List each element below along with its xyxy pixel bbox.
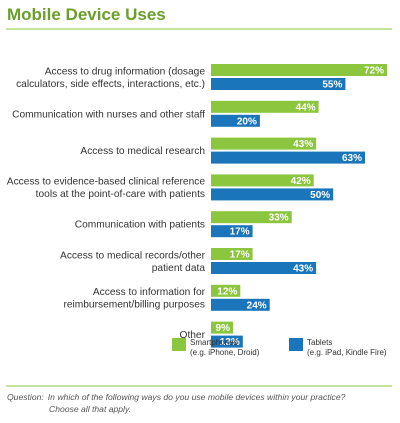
value-label-tablets: 17% xyxy=(230,227,250,238)
survey-question: Question: In which of the following ways … xyxy=(7,391,387,415)
value-label-tablets: 24% xyxy=(247,300,267,311)
bar-tablets xyxy=(211,78,346,90)
category-label-line: tools at the point-of-care with patients xyxy=(36,189,205,200)
legend-detail-smartphones: (e.g. iPhone, Droid) xyxy=(190,348,260,357)
bar-smartphones xyxy=(211,211,292,224)
category-label-line: Communication with nurses and other staf… xyxy=(12,109,205,120)
bar-tablets xyxy=(211,151,365,164)
bar-tablets xyxy=(211,188,334,201)
bar-tablets xyxy=(211,335,243,348)
legend-label-smartphones: Smartphones xyxy=(190,338,238,347)
value-label-tablets: 63% xyxy=(342,153,362,164)
bar-tablets xyxy=(211,298,270,311)
category-label-line: Access to medical records/other xyxy=(60,250,206,261)
bar-smartphones xyxy=(211,137,317,150)
bars-group: Access to drug information (dosage calcul… xyxy=(7,64,387,348)
value-label-tablets: 55% xyxy=(322,80,342,91)
value-label-smartphones: 42% xyxy=(291,176,311,187)
bar-tablets xyxy=(211,114,260,127)
category-label: Access to drug information (dosage calcul… xyxy=(16,66,205,90)
value-label-smartphones: 43% xyxy=(293,139,313,150)
legend-swatch-tablets xyxy=(289,338,303,351)
category-label: Access to evidence-based clinical refere… xyxy=(7,177,206,201)
category-label-line: calculators, side effects, interactions,… xyxy=(16,79,205,90)
category-label: Access to information for reimbursement/b… xyxy=(63,287,205,311)
question-text: In which of the following ways do you us… xyxy=(47,392,346,402)
category-label-line: Other xyxy=(180,330,206,341)
value-label-tablets: 50% xyxy=(310,190,330,201)
legend-label-tablets: Tablets xyxy=(307,338,333,347)
chart-title: Mobile Device Uses xyxy=(7,5,166,24)
category-label: Communication with nurses and other staf… xyxy=(12,109,205,120)
value-label-smartphones: 33% xyxy=(269,213,289,224)
value-label-smartphones: 17% xyxy=(230,250,250,261)
category-label-line: patient data xyxy=(152,263,206,274)
bar-smartphones xyxy=(211,284,241,297)
legend-smartphones: Smartphones (e.g. iPhone, Droid) xyxy=(172,338,259,358)
value-label-smartphones: 72% xyxy=(364,66,384,77)
category-label: Access to medical records/other patient d… xyxy=(60,250,206,274)
value-label-tablets: 20% xyxy=(237,116,257,127)
value-label-smartphones: 44% xyxy=(296,102,316,113)
value-label-smartphones: 12% xyxy=(217,286,237,297)
category-label: Access to medical research xyxy=(80,146,205,157)
category-label-line: Access to medical research xyxy=(80,146,205,157)
bar-smartphones xyxy=(211,321,233,334)
category-label: Communication with patients xyxy=(75,220,205,231)
bar-smartphones xyxy=(211,64,387,76)
bar-tablets xyxy=(211,225,253,238)
legend-detail-tablets: (e.g. iPad, Kindle Fire) xyxy=(307,348,387,357)
category-label-line: Access to drug information (dosage xyxy=(45,66,206,77)
bar-smartphones xyxy=(211,248,253,260)
category-label-line: reimbursement/billing purposes xyxy=(63,300,205,311)
question-label: Question: xyxy=(7,392,44,402)
category-label: Other xyxy=(180,330,206,341)
value-label-tablets: 13% xyxy=(220,337,240,348)
category-label-line: Communication with patients xyxy=(75,220,205,231)
category-label-line: Access to evidence-based clinical refere… xyxy=(7,177,206,188)
value-label-tablets: 43% xyxy=(293,264,313,275)
category-label-line: Access to information for xyxy=(93,287,206,298)
legend-swatch-smartphones xyxy=(172,338,186,351)
value-label-smartphones: 9% xyxy=(216,323,231,334)
legend-tablets: Tablets (e.g. iPad, Kindle Fire) xyxy=(289,338,387,358)
bar-tablets xyxy=(211,262,317,274)
bar-smartphones xyxy=(211,100,319,113)
bar-smartphones xyxy=(211,174,314,187)
question-instruction: Choose all that apply. xyxy=(49,404,132,414)
